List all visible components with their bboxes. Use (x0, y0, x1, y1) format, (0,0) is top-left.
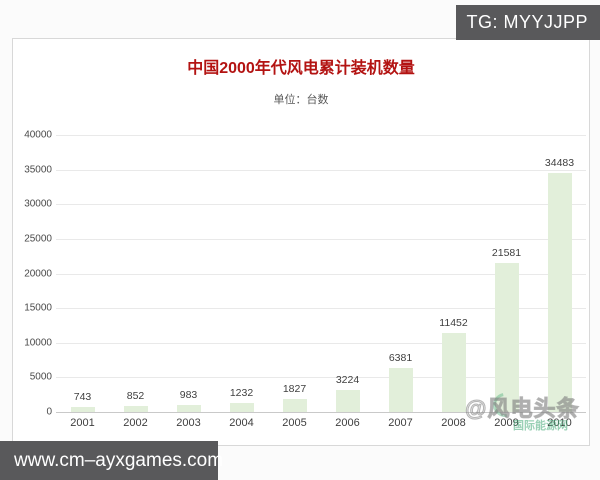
bar-slot: 852 2002 (109, 135, 162, 429)
gridline (56, 238, 586, 240)
chart-title: 中国2000年代风电累计装机数量 (187, 60, 415, 77)
x-axis-tick-label: 2004 (229, 417, 254, 429)
bar-slot: 1232 2004 (215, 135, 268, 429)
bar-2005 (282, 399, 307, 412)
gridline (56, 273, 586, 275)
chart-panel: 中国2000年代风电累计装机数量 单位：台数 0 5000 10000 15000 20… (12, 38, 590, 446)
gridline (56, 169, 586, 171)
bar-slot: 11452 2008 (427, 135, 480, 429)
gridline (56, 412, 586, 413)
y-axis-tick-label: 20000 (24, 268, 52, 279)
bar-slot: 1827 2005 (268, 135, 321, 429)
bar-value-label: 1827 (282, 383, 307, 395)
y-axis-tick-label: 5000 (29, 371, 52, 383)
bar-slot: 743 2001 (56, 135, 109, 429)
y-axis-tick-label: 30000 (24, 198, 52, 210)
x-axis-tick-label: 2001 (70, 417, 95, 429)
bar-2008 (441, 333, 466, 412)
x-axis-tick-label: 2009 (494, 417, 519, 429)
bar-slot: 3224 2006 (321, 135, 374, 429)
y-axis-tick-label: 40000 (24, 129, 52, 141)
gridline (56, 204, 586, 206)
bar-slot: 21581 2009 (480, 135, 533, 429)
x-axis-tick-label: 2008 (441, 417, 466, 429)
bar-value-label: 6381 (388, 352, 413, 364)
x-axis-tick-label: 2005 (282, 417, 307, 429)
bar-slot: 6381 2007 (374, 135, 427, 429)
bar-2004 (229, 403, 254, 412)
bar-2009 (494, 263, 519, 412)
gridline (56, 377, 586, 379)
bar-value-label: 34483 (544, 157, 575, 169)
bar-slot: 983 2003 (162, 135, 215, 429)
plot-area: 0 5000 10000 15000 20000 25000 30000 35000 40000… (24, 130, 586, 429)
bar-value-label: 743 (73, 391, 92, 403)
x-axis-tick-label: 2010 (547, 417, 572, 429)
y-axis-tick-label: 15000 (24, 302, 52, 314)
y-axis-tick-label: 25000 (24, 233, 52, 245)
y-axis-tick-label: 0 (46, 406, 52, 418)
x-axis-tick-label: 2002 (123, 417, 148, 429)
bar-2010 (547, 173, 572, 412)
bar-value-label: 3224 (335, 374, 360, 386)
bar-2007 (388, 368, 413, 412)
bar-value-label: 1232 (229, 387, 254, 399)
x-axis-tick-label: 2003 (176, 417, 201, 429)
bar-value-label: 11452 (439, 317, 468, 329)
gridline (56, 308, 586, 310)
gridline (56, 342, 586, 344)
tg-contact-badge: TG: MYYJJPP (456, 5, 600, 40)
gridline (56, 135, 586, 136)
y-axis-tick-label: 35000 (24, 164, 52, 176)
bar-2006 (335, 390, 360, 412)
bar-value-label: 852 (126, 390, 145, 402)
bar-2003 (176, 405, 201, 412)
bar-value-label: 21581 (491, 247, 522, 259)
y-axis-tick-label: 10000 (24, 337, 52, 349)
bar-value-label: 983 (179, 389, 198, 401)
x-axis-tick-label: 2007 (388, 417, 413, 429)
website-url-bar: www.cm–ayxgames.com (0, 441, 223, 480)
chart-subtitle: 单位：台数 (273, 94, 329, 106)
bar-2001 (70, 407, 95, 412)
bar-slot: 34483 2010 (533, 135, 586, 429)
x-axis-tick-label: 2006 (335, 417, 360, 429)
bar-2002 (123, 406, 148, 412)
